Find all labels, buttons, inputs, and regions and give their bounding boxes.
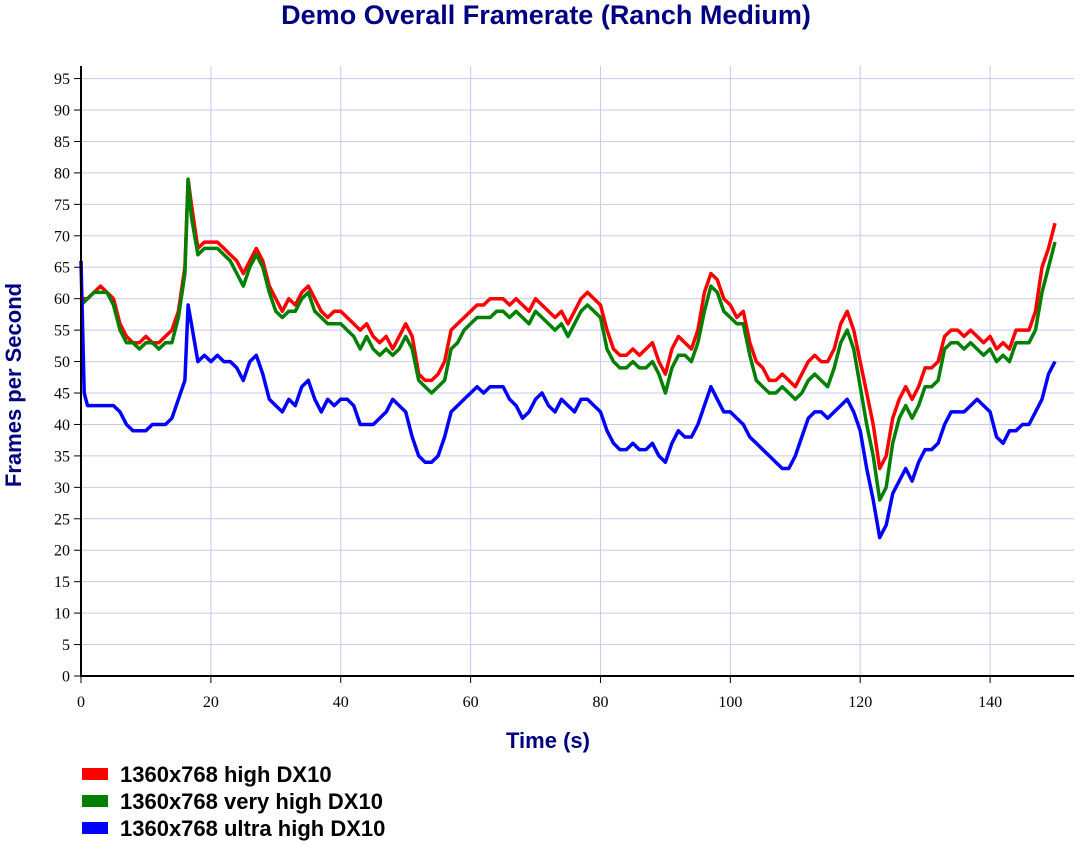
- y-tick-label: 65: [54, 260, 70, 277]
- axes: [80, 66, 1074, 677]
- y-tick-label: 45: [54, 386, 70, 403]
- series-line-1: [81, 177, 1057, 471]
- y-tick-label: 70: [54, 228, 70, 245]
- y-tick-label: 25: [54, 511, 70, 528]
- x-ticks: 0 20 40 60 80 100 120 140: [77, 676, 1002, 711]
- y-axis-label: Frames per Second: [1, 283, 26, 487]
- legend-label-3: 1360x768 ultra high DX10: [120, 816, 385, 841]
- x-tick-label: 20: [203, 694, 219, 711]
- legend-label-1: 1360x768 high DX10: [120, 762, 332, 787]
- legend-swatch-3: [82, 822, 108, 834]
- x-axis-label: Time (s): [506, 728, 590, 753]
- y-tick-label: 95: [54, 71, 70, 88]
- y-tick-label: 10: [54, 606, 70, 623]
- y-tick-label: 90: [54, 103, 70, 120]
- x-tick-label: 0: [77, 694, 85, 711]
- x-tick-label: 60: [463, 694, 479, 711]
- y-tick-label: 40: [54, 417, 70, 434]
- y-tick-label: 50: [54, 354, 70, 371]
- chart-title: Demo Overall Framerate (Ranch Medium): [281, 0, 811, 30]
- series-layer: [79, 177, 1057, 540]
- y-tick-label: 5: [62, 637, 70, 654]
- legend-label-2: 1360x768 very high DX10: [120, 789, 383, 814]
- y-tick-label: 55: [54, 323, 70, 340]
- y-tick-label: 20: [54, 543, 70, 560]
- y-tick-label: 75: [54, 197, 70, 214]
- legend-swatch-2: [82, 795, 108, 807]
- y-tick-label: 15: [54, 574, 70, 591]
- legend-swatch-1: [82, 768, 108, 780]
- x-tick-label: 80: [592, 694, 608, 711]
- grid: [81, 66, 1074, 676]
- series-line-2: [79, 177, 1057, 502]
- y-tick-label: 80: [54, 165, 70, 182]
- y-ticks: 0 5 10 15 20 25 30 35 40 45 50 55 60 65 70 75 80 85 90 95: [54, 71, 81, 686]
- y-tick-label: 0: [62, 669, 70, 686]
- y-tick-label: 35: [54, 448, 70, 465]
- x-tick-label: 120: [848, 694, 872, 711]
- series-line-3: [79, 260, 1057, 540]
- y-tick-label: 30: [54, 480, 70, 497]
- x-tick-label: 40: [333, 694, 349, 711]
- x-tick-label: 140: [978, 694, 1002, 711]
- x-tick-label: 100: [718, 694, 742, 711]
- y-tick-label: 60: [54, 291, 70, 308]
- y-tick-label: 85: [54, 134, 70, 151]
